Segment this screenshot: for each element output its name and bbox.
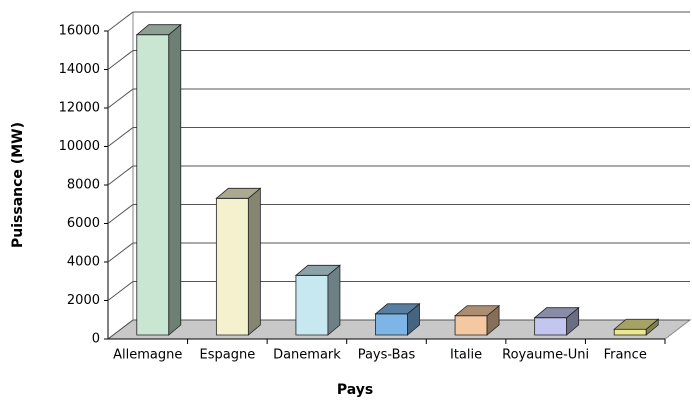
bar-side [327, 264, 341, 336]
bar [135, 23, 182, 336]
bar-top [533, 307, 580, 319]
x-tick-label: Italie [450, 348, 482, 363]
grid-line [107, 165, 134, 186]
bar-top [374, 303, 421, 315]
bar-top [135, 24, 182, 36]
y-tick-label: 2000 [67, 293, 100, 308]
y-tick-label: 12000 [59, 101, 100, 116]
bar-side [168, 23, 182, 336]
bar [215, 187, 262, 336]
bar [533, 306, 580, 336]
bar [374, 302, 421, 336]
grid-line [107, 204, 134, 224]
bar-top [215, 187, 262, 199]
bar-front [136, 34, 170, 336]
x-tick-label: France [604, 348, 647, 363]
bar-top [294, 264, 342, 276]
bar-top [453, 305, 501, 317]
y-tick-label: 10000 [59, 139, 100, 154]
bar [453, 304, 501, 336]
grid-line [107, 319, 134, 340]
y-tick-label: 6000 [67, 216, 100, 231]
y-tick-label: 8000 [67, 178, 100, 193]
x-tick-label: Espagne [200, 348, 256, 363]
y-tick-label: 16000 [59, 24, 100, 39]
bar-top [613, 318, 660, 330]
x-tick-label: Pays-Bas [358, 348, 416, 363]
x-tick-label: Danemark [273, 348, 341, 363]
bar [613, 318, 660, 336]
y-axis-title: Puissance (MW) [10, 122, 26, 248]
grid-line [107, 242, 134, 263]
y-tick-label: 4000 [67, 255, 100, 270]
y-tick-label: 0 [92, 332, 100, 347]
grid-line [107, 50, 134, 70]
bar-front [215, 197, 249, 336]
bar-front [534, 317, 568, 336]
grid-line [107, 281, 134, 301]
x-tick-label: Allemagne [113, 348, 182, 363]
grid-line [107, 11, 134, 32]
x-tick-label: Royaume-Uni [502, 348, 589, 363]
bar-front [295, 274, 329, 336]
x-axis-title: Pays [337, 382, 373, 398]
bar-front [375, 313, 408, 336]
bar-front [454, 315, 488, 336]
bar-side [247, 187, 261, 336]
grid-line [107, 88, 134, 109]
y-tick-label: 14000 [59, 62, 100, 77]
bar [294, 264, 342, 336]
bar-front [613, 328, 647, 336]
grid-line [107, 127, 134, 147]
